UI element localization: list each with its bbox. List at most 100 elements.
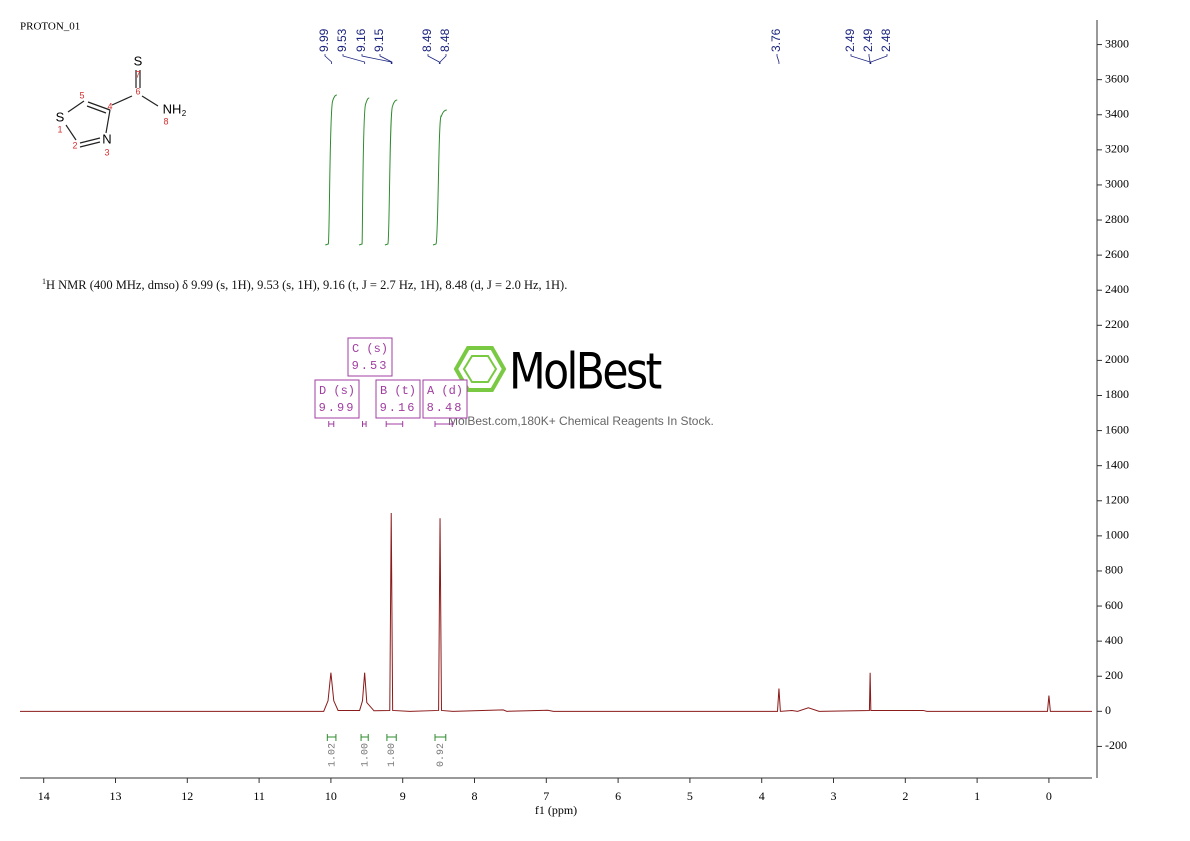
- multiplet-shift: 8.48: [427, 401, 464, 415]
- multiplet-label: D (s): [319, 384, 355, 398]
- x-tick-label: 3: [831, 789, 837, 803]
- integral-value: 0.92: [436, 743, 447, 767]
- x-axis-label: f1 (ppm): [535, 803, 577, 817]
- spectrum-line: [20, 513, 1092, 712]
- multiplet-label: B (t): [380, 384, 416, 398]
- multiplet-box: [375, 379, 421, 419]
- atom-number: 7: [135, 69, 140, 79]
- integral-value: 1.00: [387, 743, 398, 767]
- nmr-superscript: 1: [42, 277, 46, 286]
- x-tick-label: 1: [974, 789, 980, 803]
- integral-range: [326, 734, 337, 741]
- atom-label: S: [56, 109, 65, 124]
- x-tick-label: 6: [615, 789, 621, 803]
- peak-label: 8.48: [438, 28, 452, 52]
- y-tick-label: 3000: [1105, 177, 1129, 191]
- atom-label: S: [134, 53, 143, 68]
- multiplet-range: [361, 421, 367, 427]
- x-tick-label: 13: [109, 789, 121, 803]
- x-tick-label: 7: [543, 789, 549, 803]
- atom-label: NH: [163, 101, 182, 116]
- multiplet-shift: 9.99: [319, 401, 356, 415]
- peak-connector: [324, 54, 333, 64]
- integral-range: [434, 734, 447, 741]
- x-tick-label: 10: [325, 789, 337, 803]
- peak-connector: [379, 54, 393, 64]
- integral-range: [386, 734, 397, 741]
- x-tick-label: 12: [181, 789, 193, 803]
- y-tick-label: 1200: [1105, 493, 1129, 507]
- y-tick-label: 3400: [1105, 107, 1129, 121]
- y-tick-label: 1600: [1105, 422, 1129, 436]
- peak-label: 9.15: [372, 28, 386, 52]
- y-tick-label: -200: [1105, 738, 1127, 752]
- atom-number: 8: [163, 116, 168, 126]
- x-tick-label: 5: [687, 789, 693, 803]
- integral-curve: [432, 109, 447, 246]
- nmr-text: H NMR (400 MHz, dmso) δ 9.99 (s, 1H), 9.…: [46, 278, 568, 293]
- peak-label: 9.16: [354, 28, 368, 52]
- atom-number: 1: [57, 124, 62, 134]
- integral-value: 1.00: [360, 743, 371, 767]
- nmr-description: 1H NMR (400 MHz, dmso) δ 9.99 (s, 1H), 9…: [42, 273, 582, 294]
- peak-label: 2.48: [879, 28, 893, 52]
- peak-connector: [776, 54, 780, 64]
- peak-connector: [427, 54, 440, 64]
- molecule-bonds: [65, 70, 159, 148]
- y-tick-label: 1800: [1105, 387, 1129, 401]
- atom-number: 2: [72, 140, 77, 150]
- multiplet-label: A (d): [427, 384, 463, 398]
- x-tick-label: 0: [1046, 789, 1052, 803]
- multiplet-range: [434, 421, 453, 427]
- atom-number: 4: [107, 101, 112, 111]
- peak-label: 8.49: [420, 28, 434, 52]
- peak-label: 2.49: [843, 28, 857, 52]
- multiplet-box: [347, 337, 393, 377]
- integral-curve: [358, 97, 370, 246]
- multiplet-range: [385, 421, 404, 427]
- peak-connector: [850, 54, 871, 64]
- peak-label: 9.53: [335, 28, 349, 52]
- y-tick-label: 200: [1105, 668, 1123, 682]
- y-tick-label: 800: [1105, 563, 1123, 577]
- multiplet-shift: 9.53: [352, 359, 389, 373]
- peak-connector: [361, 54, 392, 64]
- y-tick-label: 3200: [1105, 142, 1129, 156]
- multiplet-box: [422, 379, 468, 419]
- y-tick-label: 1400: [1105, 457, 1129, 471]
- multiplet-range: [328, 421, 335, 427]
- peak-connector: [868, 54, 871, 64]
- x-tick-label: 8: [472, 789, 478, 803]
- integral-range: [360, 734, 369, 741]
- y-tick-label: 2600: [1105, 247, 1129, 261]
- watermark-subtitle: MolBest.com,180K+ Chemical Reagents In S…: [448, 414, 714, 428]
- watermark-logo: [453, 346, 507, 392]
- y-tick-label: 600: [1105, 598, 1123, 612]
- x-tick-label: 9: [400, 789, 406, 803]
- y-tick-label: 2400: [1105, 282, 1129, 296]
- y-tick-label: 400: [1105, 633, 1123, 647]
- integral-curve: [384, 99, 398, 246]
- multiplet-shift: 9.16: [380, 401, 417, 415]
- x-tick-label: 2: [902, 789, 908, 803]
- multiplet-box: [314, 379, 360, 419]
- peak-connector: [870, 54, 888, 64]
- title: PROTON_01: [20, 21, 80, 33]
- y-tick-label: 2200: [1105, 317, 1129, 331]
- y-tick-label: 2000: [1105, 352, 1129, 366]
- peak-label: 2.49: [861, 28, 875, 52]
- integral-curve: [325, 94, 337, 246]
- y-tick-label: 0: [1105, 703, 1111, 717]
- x-tick-label: 4: [759, 789, 765, 803]
- x-tick-label: 14: [38, 789, 50, 803]
- multiplet-label: C (s): [352, 342, 388, 356]
- peak-label: 3.76: [769, 28, 783, 52]
- atom-label: N: [102, 131, 111, 146]
- atom-number: 5: [79, 90, 84, 100]
- y-tick-label: 3600: [1105, 71, 1129, 85]
- y-tick-label: 3800: [1105, 36, 1129, 50]
- atom-number: 3: [104, 147, 109, 157]
- y-tick-label: 1000: [1105, 528, 1129, 542]
